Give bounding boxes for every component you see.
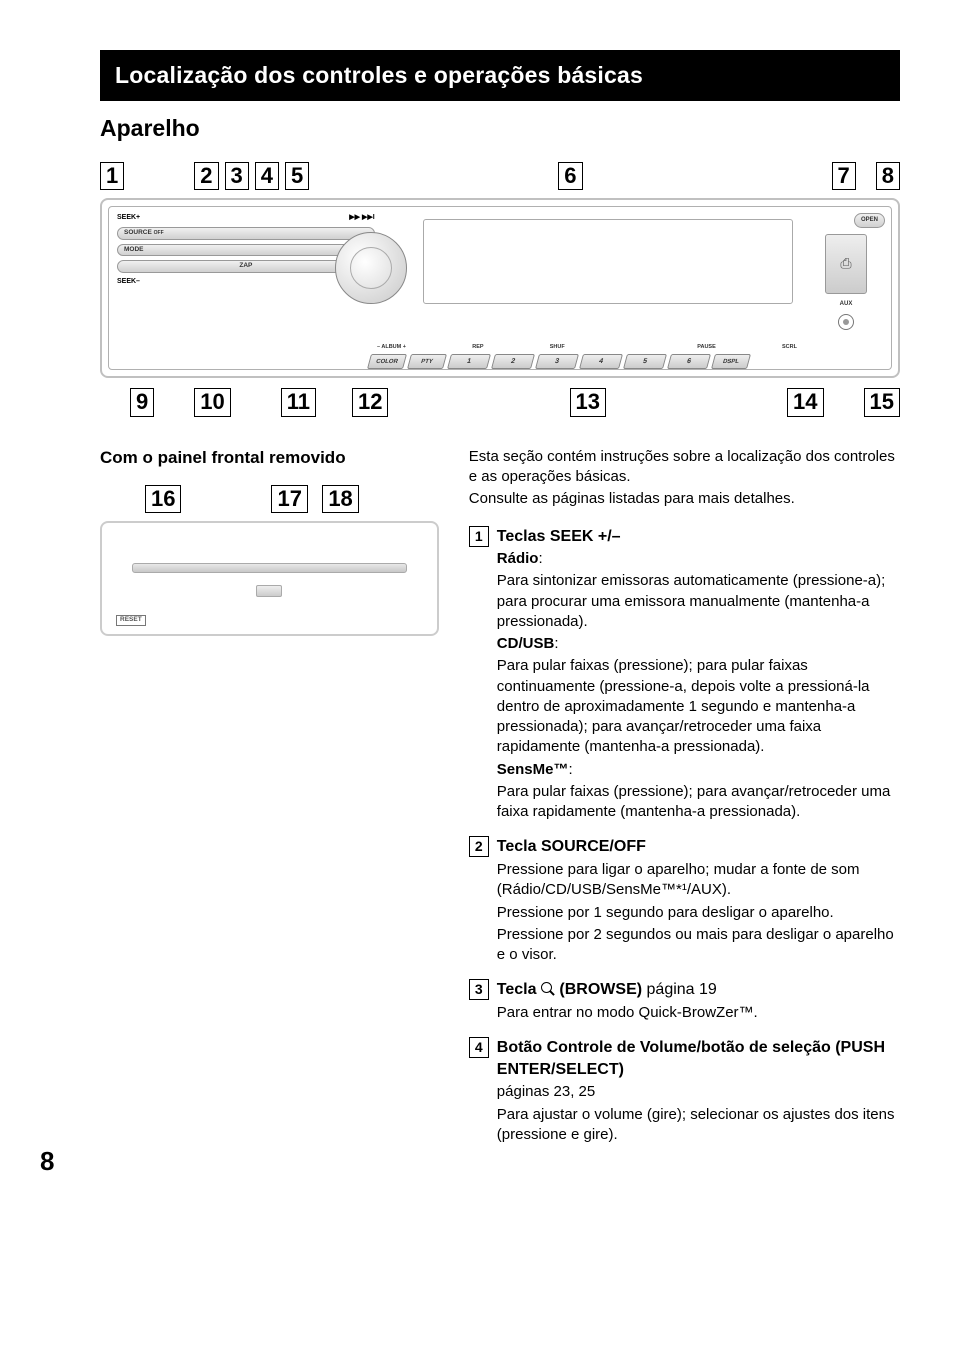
item-2-line1: Pressione para ligar o aparelho; mudar a…	[497, 860, 900, 901]
open-button-label: OPEN	[854, 213, 885, 227]
rep-label: REP	[472, 344, 483, 351]
callout-16: 16	[145, 485, 181, 513]
seek-plus-label: SEEK+	[117, 213, 140, 222]
item-2-num: 2	[469, 836, 489, 857]
callout-2: 2	[194, 162, 218, 190]
callout-8: 8	[876, 162, 900, 190]
callout-1: 1	[100, 162, 124, 190]
item-3-num: 3	[469, 979, 489, 1000]
num-button-4: 4	[579, 354, 623, 369]
callout-17: 17	[271, 485, 307, 513]
callout-13: 13	[570, 388, 606, 416]
page-number: 8	[40, 1144, 54, 1179]
item-4-num: 4	[469, 1037, 489, 1058]
item-4-line1: Para ajustar o volume (gire); selecionar…	[497, 1105, 900, 1146]
item-1: 1 Teclas SEEK +/– Rádio: Para sintonizar…	[469, 526, 900, 823]
callout-4: 4	[255, 162, 279, 190]
callout-5: 5	[285, 162, 309, 190]
zap-label: ZAP	[239, 262, 252, 269]
usb-slot: ⎙	[825, 234, 867, 294]
intro-line-1: Esta seção contém instruções sobre a loc…	[469, 447, 900, 488]
item-3-page: página 19	[642, 981, 717, 998]
seek-minus-label: SEEK–	[117, 277, 140, 286]
pause-label: PAUSE	[697, 344, 716, 351]
title-bar: Localização dos controles e operações bá…	[100, 50, 900, 101]
pty-button-label: PTY	[407, 354, 447, 369]
eject-button	[256, 585, 282, 597]
num-button-5: 5	[623, 354, 667, 369]
magnify-icon	[541, 982, 555, 996]
removed-panel-title: Com o painel frontal removido	[100, 447, 439, 470]
item-1-radio-head: Rádio	[497, 550, 539, 567]
callout-10: 10	[194, 388, 230, 416]
callout-15: 15	[864, 388, 900, 416]
source-label: SOURCE	[124, 229, 152, 236]
item-1-num: 1	[469, 526, 489, 547]
item-3: 3 Tecla (BROWSE) página 19 Para entrar n…	[469, 979, 900, 1023]
item-1-title: Teclas SEEK +/–	[497, 526, 900, 548]
item-4-title: Botão Controle de Volume/botão de seleçã…	[497, 1037, 900, 1080]
callout-18: 18	[322, 485, 358, 513]
num-button-1: 1	[447, 354, 491, 369]
item-1-radio-text: Para sintonizar emissoras automaticament…	[497, 571, 900, 632]
item-3-title-b: (BROWSE)	[555, 981, 642, 998]
display-screen	[423, 219, 793, 304]
aux-label: AUX	[840, 300, 853, 308]
num-button-6: 6	[667, 354, 711, 369]
num-button-3: 3	[535, 354, 579, 369]
reset-label: RESET	[116, 615, 146, 626]
mode-label: MODE	[124, 246, 144, 253]
item-1-sensme-text: Para pular faixas (pressione); para avan…	[497, 782, 900, 823]
diagram-number-row-bottom: 9 10 11 12 13 14 15	[100, 388, 900, 416]
scrl-label: SCRL	[782, 344, 797, 351]
item-2-line2: Pressione por 1 segundo para desligar o …	[497, 903, 900, 923]
callout-6: 6	[558, 162, 582, 190]
item-1-cd-text: Para pular faixas (pressione); para pula…	[497, 656, 900, 757]
subtitle-aparelho: Aparelho	[100, 113, 900, 144]
intro-text: Esta seção contém instruções sobre a loc…	[469, 447, 900, 510]
item-2: 2 Tecla SOURCE/OFF Pressione para ligar …	[469, 836, 900, 965]
callout-11: 11	[281, 388, 316, 416]
item-4: 4 Botão Controle de Volume/botão de sele…	[469, 1037, 900, 1145]
item-2-title: Tecla SOURCE/OFF	[497, 836, 900, 858]
callout-12: 12	[352, 388, 388, 416]
device-illustration: SEEK+▶▶ ▶▶I SOURCE OFF MODE ZAP SEEK–I◀◀…	[100, 198, 900, 378]
album-label: – ALBUM +	[377, 344, 406, 351]
item-2-line3: Pressione por 2 segundos ou mais para de…	[497, 925, 900, 966]
item-3-title-a: Tecla	[497, 981, 541, 998]
removed-panel-illustration: RESET	[100, 521, 439, 636]
callout-3: 3	[225, 162, 249, 190]
intro-line-2: Consulte as páginas listadas para mais d…	[469, 489, 900, 509]
cd-slot	[132, 563, 407, 573]
item-3-line1: Para entrar no modo Quick-BrowZer™.	[497, 1003, 900, 1023]
shuf-label: SHUF	[550, 344, 565, 351]
off-label: OFF	[154, 230, 164, 236]
num-button-2: 2	[491, 354, 535, 369]
dspl-button-label: DSPL	[711, 354, 751, 369]
aux-socket	[838, 314, 854, 330]
item-4-page: páginas 23, 25	[497, 1082, 900, 1102]
item-1-cd-head: CD/USB	[497, 635, 555, 652]
diagram-number-row-top: 1 2 3 4 5 6 7 8	[100, 162, 900, 190]
callout-14: 14	[787, 388, 823, 416]
seek-plus-icons: ▶▶ ▶▶I	[349, 213, 374, 222]
item-1-sensme-head: SensMe™	[497, 761, 569, 778]
callout-7: 7	[832, 162, 856, 190]
volume-dial	[335, 232, 407, 304]
callout-9: 9	[130, 388, 154, 416]
color-button-label: COLOR	[367, 354, 407, 369]
